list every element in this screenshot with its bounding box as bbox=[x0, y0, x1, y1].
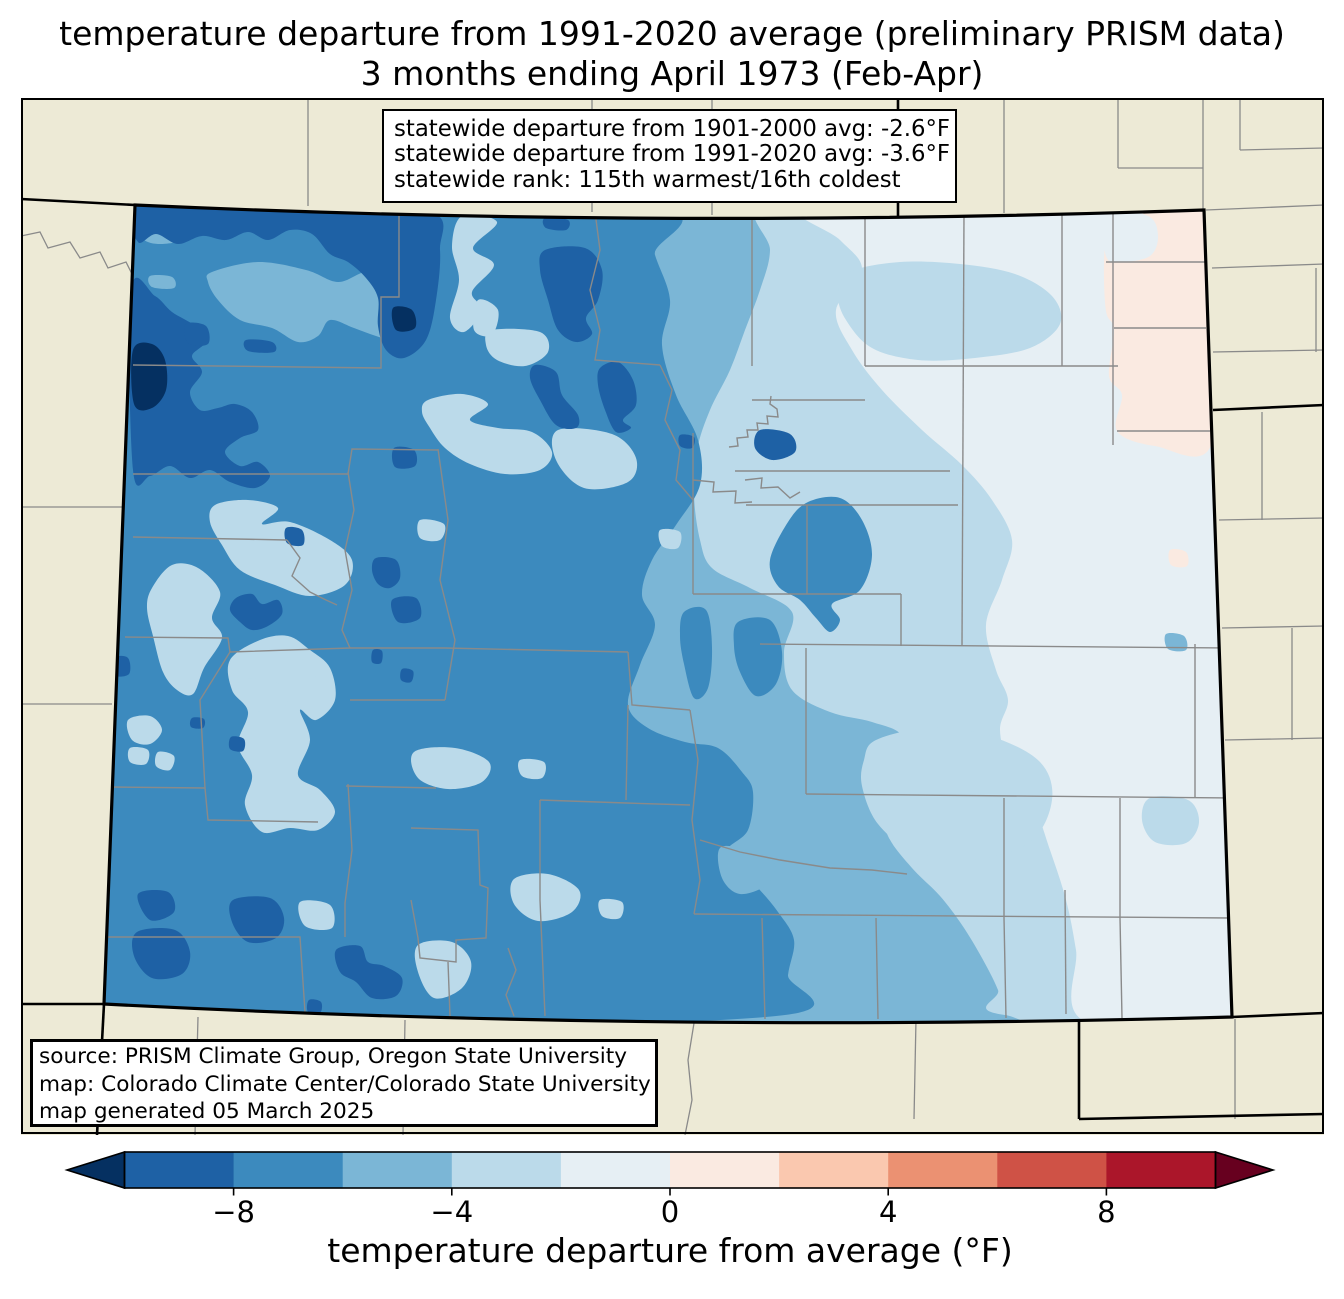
stats-line-1991-2020: statewide departure from 1991-2020 avg: … bbox=[394, 141, 950, 168]
stats-line-1901-2000: statewide departure from 1901-2000 avg: … bbox=[394, 115, 950, 142]
title-line2: 3 months ending April 1973 (Feb-Apr) bbox=[360, 54, 984, 93]
colorbar-segment bbox=[124, 1152, 235, 1188]
colorbar-tick-label: −4 bbox=[430, 1195, 473, 1229]
colorado-county-lines bbox=[104, 211, 1232, 1020]
colorbar: −8 −4 0 4 8 temperature departure from averag… bbox=[64, 1150, 1276, 1270]
colorbar-segment bbox=[997, 1152, 1107, 1188]
figure-title: temperature departure from 1991-2020 ave… bbox=[0, 14, 1344, 94]
colorbar-segment bbox=[888, 1152, 998, 1188]
map-credit-line: map: Colorado Climate Center/Colorado St… bbox=[39, 1071, 651, 1097]
colorbar-over-arrow bbox=[1214, 1150, 1276, 1190]
colorado-map bbox=[20, 98, 1325, 1136]
source-credit-box: source: PRISM Climate Group, Oregon Stat… bbox=[30, 1039, 658, 1127]
colorbar-segment bbox=[560, 1152, 671, 1188]
temperature-fill bbox=[104, 205, 1232, 1023]
colorbar-tick-label: 0 bbox=[661, 1195, 679, 1229]
colorbar-axis-label: temperature departure from average (°F) bbox=[327, 1231, 1013, 1270]
title-line1: temperature departure from 1991-2020 ave… bbox=[59, 14, 1285, 53]
colorado-state-border bbox=[102, 203, 1234, 1025]
colorbar-tick-label: 4 bbox=[879, 1195, 897, 1229]
map-area bbox=[20, 98, 1325, 1136]
map-frame-border bbox=[21, 98, 1324, 1134]
colorbar-segment bbox=[342, 1152, 453, 1188]
source-line: source: PRISM Climate Group, Oregon Stat… bbox=[39, 1044, 627, 1069]
colorbar-segment bbox=[451, 1152, 562, 1188]
statewide-stats-box: statewide departure from 1901-2000 avg: … bbox=[382, 109, 957, 203]
colorbar-segment bbox=[670, 1152, 780, 1188]
colorbar-segment bbox=[779, 1152, 889, 1188]
colorbar-under-arrow bbox=[64, 1150, 126, 1190]
colorbar-segment bbox=[233, 1152, 344, 1188]
colorbar-segment bbox=[1106, 1152, 1217, 1188]
colorbar-tick-label: 8 bbox=[1097, 1195, 1115, 1229]
stats-line-rank: statewide rank: 115th warmest/16th colde… bbox=[394, 166, 901, 193]
colorbar-tick-label: −8 bbox=[212, 1195, 255, 1229]
generated-date-line: map generated 05 March 2025 bbox=[39, 1099, 375, 1125]
